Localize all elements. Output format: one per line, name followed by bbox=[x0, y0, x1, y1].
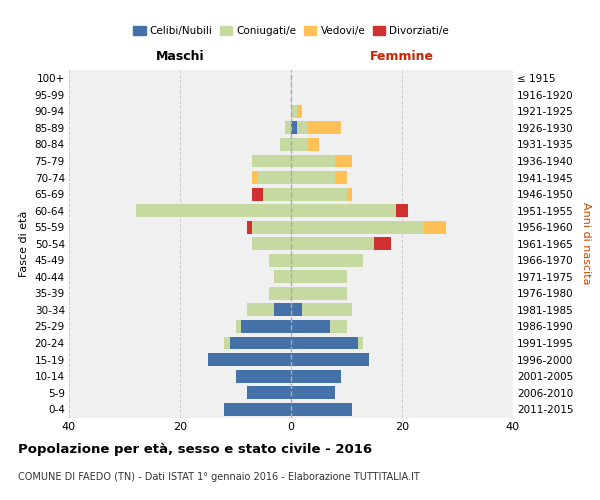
Bar bbox=[291, 403, 352, 415]
Bar bbox=[308, 138, 319, 151]
Text: Maschi: Maschi bbox=[155, 50, 205, 64]
Text: Popolazione per età, sesso e stato civile - 2016: Popolazione per età, sesso e stato civil… bbox=[18, 442, 372, 456]
Bar bbox=[296, 122, 308, 134]
Bar bbox=[252, 154, 291, 168]
Bar bbox=[269, 254, 291, 267]
Y-axis label: Anni di nascita: Anni di nascita bbox=[581, 202, 591, 285]
Bar bbox=[291, 386, 335, 399]
Bar bbox=[252, 238, 291, 250]
Bar bbox=[374, 238, 391, 250]
Legend: Celibi/Nubili, Coniugati/e, Vedovi/e, Divorziati/e: Celibi/Nubili, Coniugati/e, Vedovi/e, Di… bbox=[129, 22, 453, 40]
Bar bbox=[252, 188, 263, 200]
Y-axis label: Fasce di età: Fasce di età bbox=[19, 210, 29, 277]
Bar bbox=[247, 386, 291, 399]
Bar bbox=[308, 122, 341, 134]
Bar bbox=[291, 154, 335, 168]
Bar bbox=[230, 336, 291, 349]
Bar bbox=[274, 270, 291, 283]
Bar bbox=[291, 287, 347, 300]
Bar bbox=[302, 304, 352, 316]
Bar bbox=[291, 171, 335, 184]
Bar bbox=[291, 336, 358, 349]
Bar bbox=[347, 188, 352, 200]
Bar bbox=[291, 138, 308, 151]
Bar bbox=[358, 336, 363, 349]
Bar bbox=[296, 105, 302, 118]
Bar bbox=[247, 220, 252, 234]
Bar bbox=[224, 403, 291, 415]
Bar bbox=[208, 353, 291, 366]
Bar bbox=[241, 320, 291, 333]
Bar bbox=[286, 122, 291, 134]
Bar bbox=[291, 105, 296, 118]
Text: COMUNE DI FAEDO (TN) - Dati ISTAT 1° gennaio 2016 - Elaborazione TUTTITALIA.IT: COMUNE DI FAEDO (TN) - Dati ISTAT 1° gen… bbox=[18, 472, 420, 482]
Bar bbox=[291, 122, 296, 134]
Bar bbox=[291, 304, 302, 316]
Bar bbox=[258, 171, 291, 184]
Bar bbox=[269, 287, 291, 300]
Bar bbox=[397, 204, 407, 217]
Bar bbox=[291, 188, 347, 200]
Bar bbox=[263, 188, 291, 200]
Bar bbox=[291, 204, 397, 217]
Bar bbox=[247, 304, 274, 316]
Bar bbox=[330, 320, 347, 333]
Bar bbox=[280, 138, 291, 151]
Bar bbox=[252, 220, 291, 234]
Bar bbox=[291, 353, 369, 366]
Bar bbox=[235, 370, 291, 382]
Bar bbox=[136, 204, 291, 217]
Bar bbox=[424, 220, 446, 234]
Bar bbox=[291, 220, 424, 234]
Bar bbox=[291, 254, 363, 267]
Text: Femmine: Femmine bbox=[370, 50, 434, 64]
Bar bbox=[291, 370, 341, 382]
Bar bbox=[335, 171, 347, 184]
Bar bbox=[235, 320, 241, 333]
Bar bbox=[335, 154, 352, 168]
Bar bbox=[291, 320, 330, 333]
Bar bbox=[274, 304, 291, 316]
Bar bbox=[252, 171, 258, 184]
Bar bbox=[291, 238, 374, 250]
Bar bbox=[291, 270, 347, 283]
Bar bbox=[224, 336, 230, 349]
